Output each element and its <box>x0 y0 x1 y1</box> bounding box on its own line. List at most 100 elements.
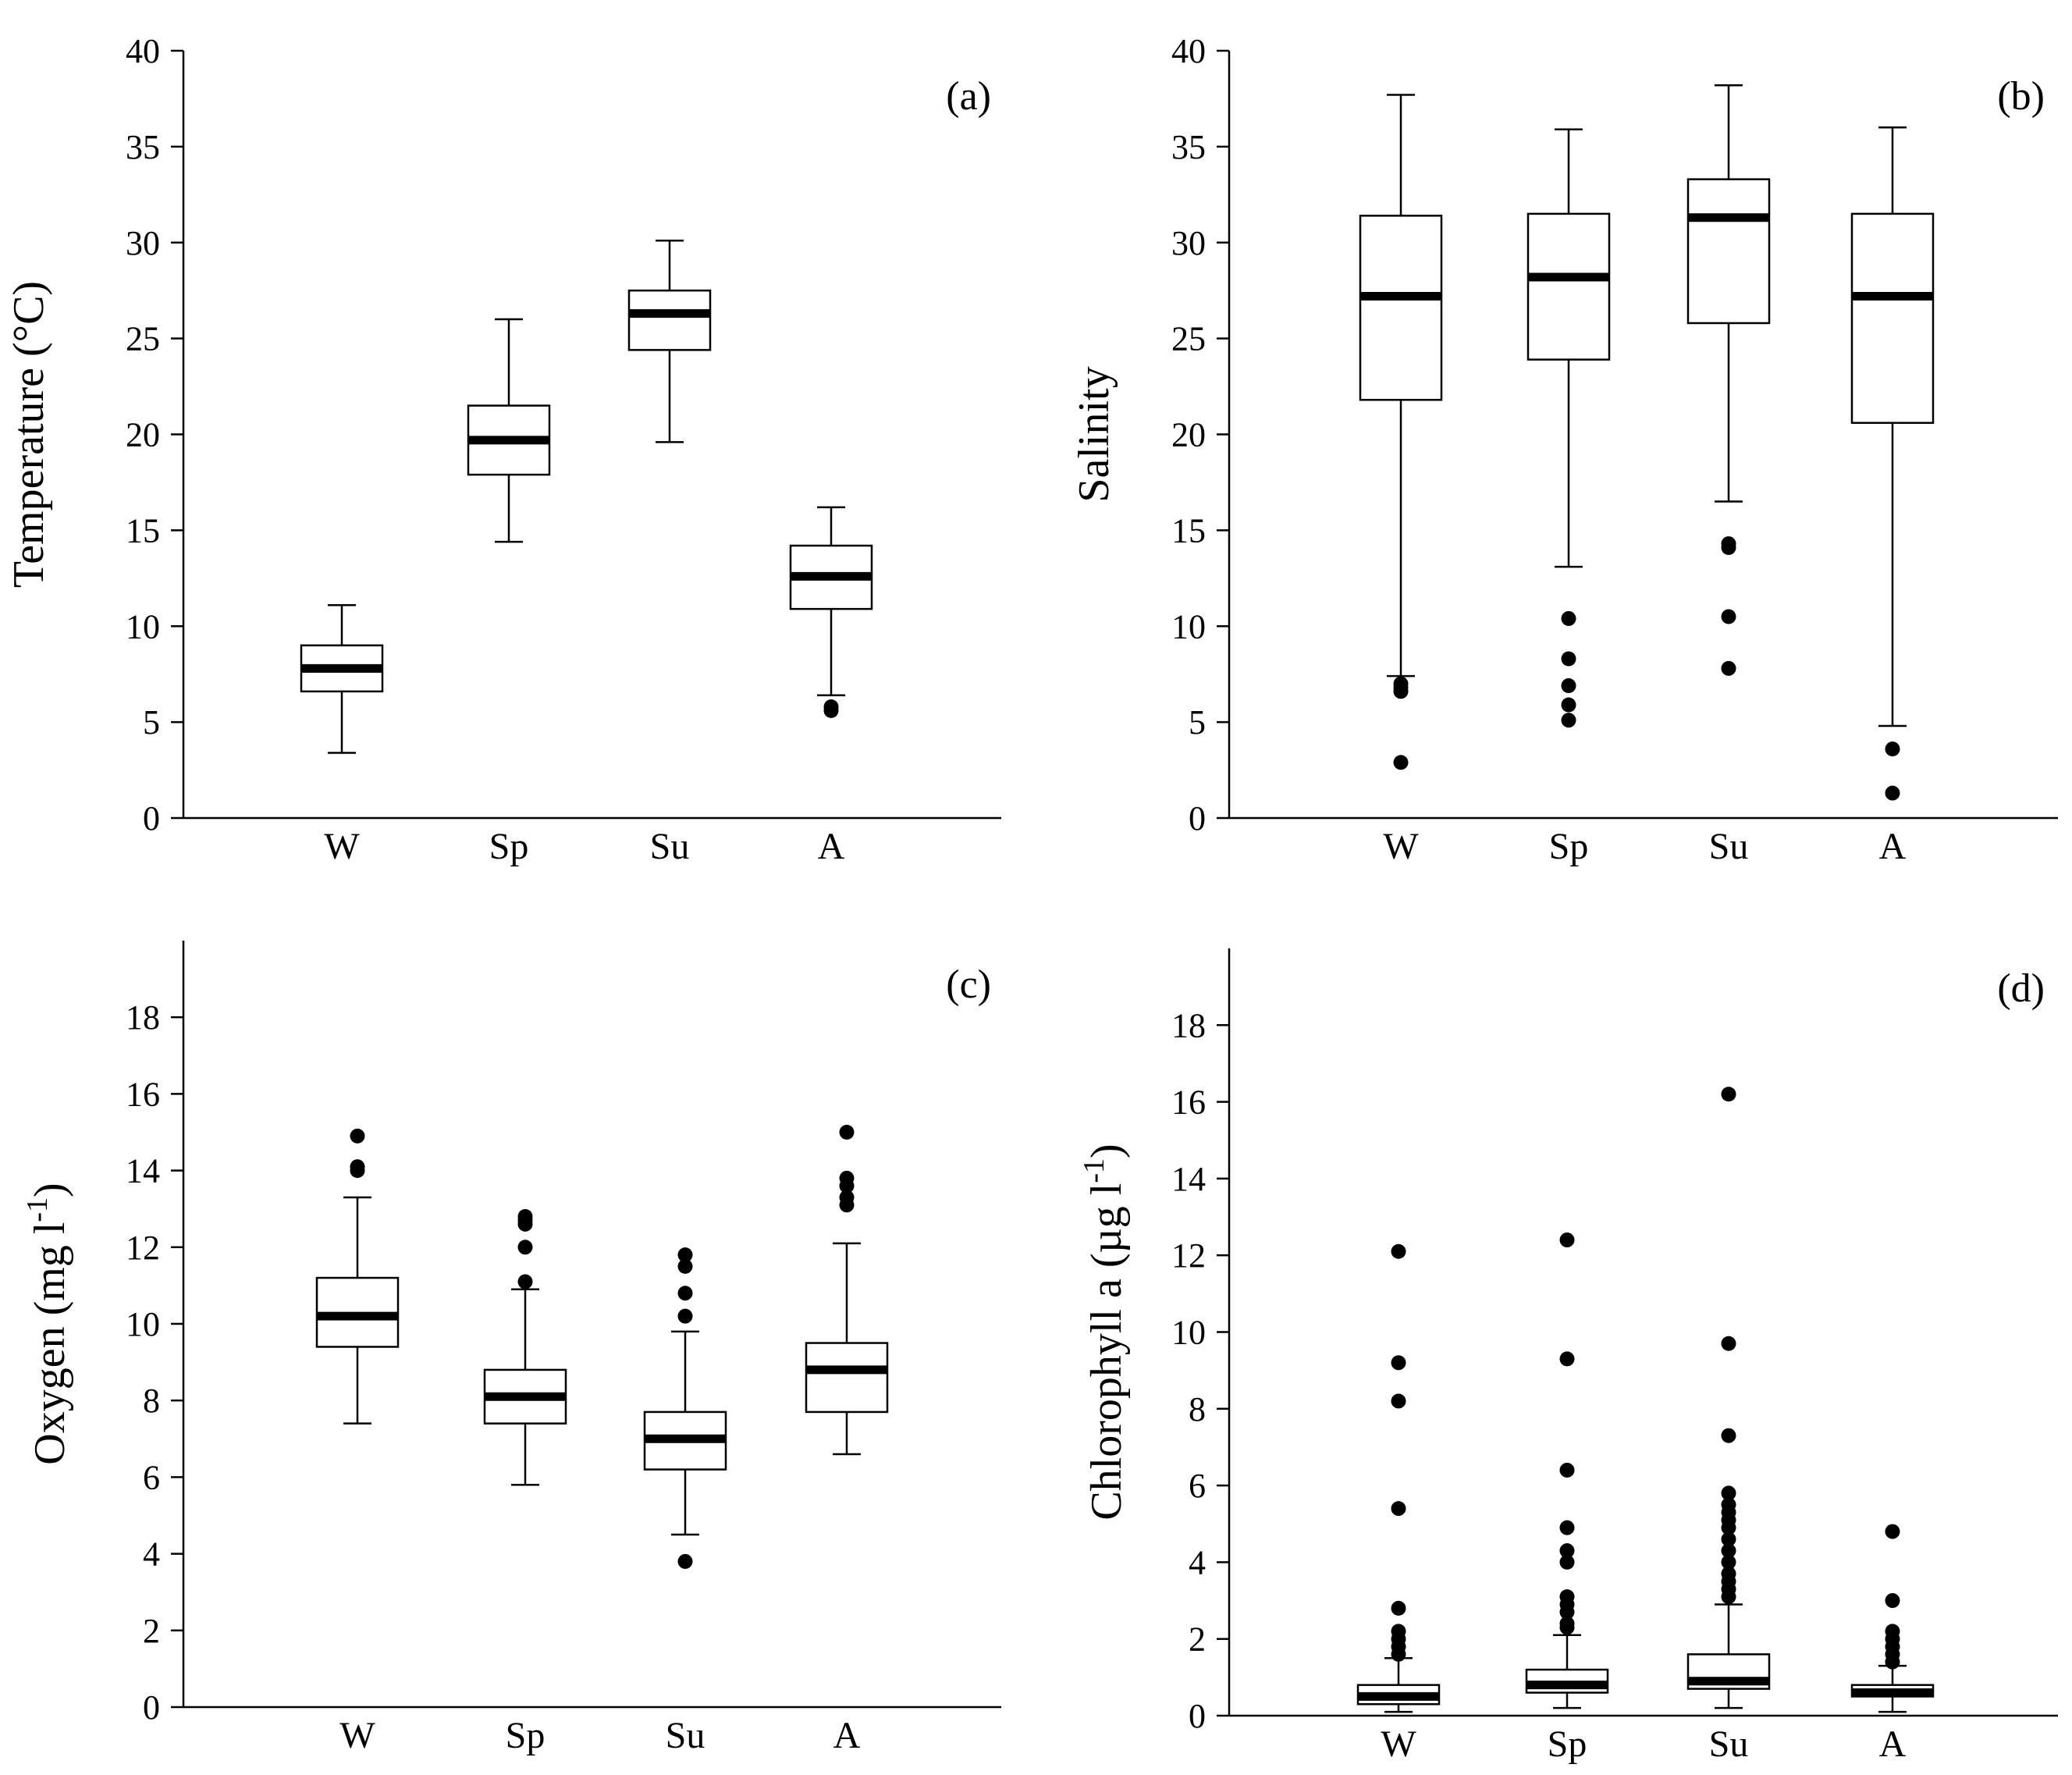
panel-temperature: 0 5 10 15 20 25 30 35 40 W Sp Su A Temperature (°C) (a… <box>5 32 1001 867</box>
x-category-label: Su <box>1709 1723 1749 1765</box>
y-tick-label: 35 <box>126 128 160 166</box>
y-tick-label: 12 <box>1171 1236 1206 1275</box>
outlier-point <box>1561 713 1576 728</box>
box-Sp <box>467 318 551 543</box>
y-tick-label: 20 <box>1171 416 1206 454</box>
outlier-point <box>1721 609 1736 624</box>
outlier-point <box>1721 1485 1736 1501</box>
outlier-point <box>517 1209 533 1225</box>
panel-salinity: 0 5 10 15 20 25 30 35 40 W Sp Su A Salinity (b) <box>1070 32 2058 867</box>
y-tick-label: 10 <box>1171 1314 1206 1352</box>
outlier-point <box>1391 1355 1406 1371</box>
y-tick-label: 0 <box>1189 799 1206 838</box>
box-iqr <box>805 1342 889 1414</box>
y-axis-title: Salinity <box>1070 366 1118 502</box>
y-tick-label: 8 <box>1189 1390 1206 1428</box>
y-tick-label: 40 <box>1171 32 1206 70</box>
box-W <box>1359 94 1443 770</box>
y-tick-label: 6 <box>143 1458 160 1496</box>
x-category-label: W <box>1383 826 1419 867</box>
outlier-point <box>1885 1624 1900 1639</box>
x-category-label: Sp <box>489 826 529 867</box>
outlier-point <box>1721 539 1736 555</box>
outlier-point <box>1561 610 1576 626</box>
panel-oxygen: 0 2 4 6 8 10 12 14 16 18 W Sp Su A Oxygen (mg l-1) (c) <box>21 941 1001 1756</box>
x-category-label: A <box>1879 826 1907 867</box>
y-axis-title-text: ) <box>1082 1144 1131 1158</box>
box-Sp <box>1525 1233 1609 1709</box>
x-category-label: W <box>1381 1723 1416 1765</box>
y-tick-label: 15 <box>126 511 160 550</box>
y-tick-label: 35 <box>1171 128 1206 166</box>
y-axis-title: Temperature (°C) <box>5 281 53 588</box>
x-category-label: Su <box>666 1715 705 1756</box>
y-axis-title: Oxygen (mg l-1) <box>21 1183 74 1464</box>
x-category-label: A <box>1879 1723 1907 1765</box>
outlier-point <box>1391 1501 1406 1517</box>
box-Su <box>1686 84 1771 676</box>
outlier-point <box>517 1240 533 1255</box>
outlier-point <box>839 1170 855 1186</box>
outlier-point <box>350 1128 365 1144</box>
outlier-point <box>1721 1554 1736 1570</box>
y-tick-label: 10 <box>1171 607 1206 646</box>
x-category-label: Sp <box>1548 1723 1587 1765</box>
outlier-point <box>1721 1087 1736 1102</box>
y-tick-label: 4 <box>1189 1543 1206 1581</box>
y-tick-label: 14 <box>126 1152 160 1190</box>
outlier-point <box>1559 1589 1575 1605</box>
box-Su <box>1686 1087 1771 1709</box>
x-category-label: W <box>339 1715 375 1756</box>
y-tick-label: 16 <box>1171 1083 1206 1122</box>
outlier-point <box>677 1286 693 1301</box>
outlier-point <box>1559 1462 1575 1478</box>
box-A <box>1850 126 1935 801</box>
outlier-point <box>1391 1243 1406 1259</box>
outlier-point <box>1721 1497 1736 1513</box>
y-axis-title-text: Chlorophyll a (µg l <box>1082 1183 1131 1521</box>
y-axis-title-superscript: -1 <box>1078 1158 1111 1183</box>
outlier-point <box>1561 651 1576 667</box>
box-Su <box>627 240 712 443</box>
outlier-point <box>1885 785 1900 801</box>
y-tick-label: 18 <box>1171 1006 1206 1044</box>
y-tick-label: 16 <box>126 1075 160 1113</box>
outlier-point <box>1721 1428 1736 1443</box>
x-category-label: Sp <box>1549 826 1589 867</box>
outlier-point <box>823 699 839 714</box>
outlier-point <box>1721 1566 1736 1581</box>
y-tick-label: 4 <box>143 1535 160 1574</box>
box-iqr <box>1850 212 1935 425</box>
box-iqr <box>627 289 712 351</box>
box-A <box>805 1125 889 1456</box>
y-axis-title-text: Oxygen (mg l <box>26 1222 74 1465</box>
y-tick-label: 0 <box>143 1688 160 1727</box>
outlier-point <box>1391 1600 1406 1616</box>
box-A <box>789 506 873 718</box>
box-Sp <box>483 1209 567 1486</box>
outlier-point <box>1885 1593 1900 1609</box>
outlier-point <box>839 1190 855 1205</box>
outlier-point <box>1559 1520 1575 1535</box>
y-tick-label: 40 <box>126 32 160 70</box>
y-tick-label: 2 <box>1189 1620 1206 1659</box>
outlier-point <box>677 1258 693 1274</box>
y-tick-label: 2 <box>143 1612 160 1650</box>
outlier-point <box>1721 1531 1736 1547</box>
y-axis-title-text: Salinity <box>1070 366 1118 502</box>
outlier-point <box>1721 660 1736 676</box>
y-tick-label: 20 <box>126 416 160 454</box>
box-Su <box>643 1247 727 1569</box>
y-tick-label: 18 <box>126 998 160 1037</box>
panel-label: (b) <box>1997 74 2045 119</box>
box-A <box>1850 1524 1935 1713</box>
panel-label: (c) <box>946 962 991 1007</box>
box-iqr <box>1359 215 1443 401</box>
box-iqr <box>1526 212 1611 361</box>
x-category-label: Su <box>650 826 690 867</box>
outlier-point <box>1391 1624 1406 1639</box>
x-category-label: A <box>818 826 845 867</box>
panel-label: (d) <box>1997 966 2045 1011</box>
y-tick-label: 5 <box>143 703 160 742</box>
